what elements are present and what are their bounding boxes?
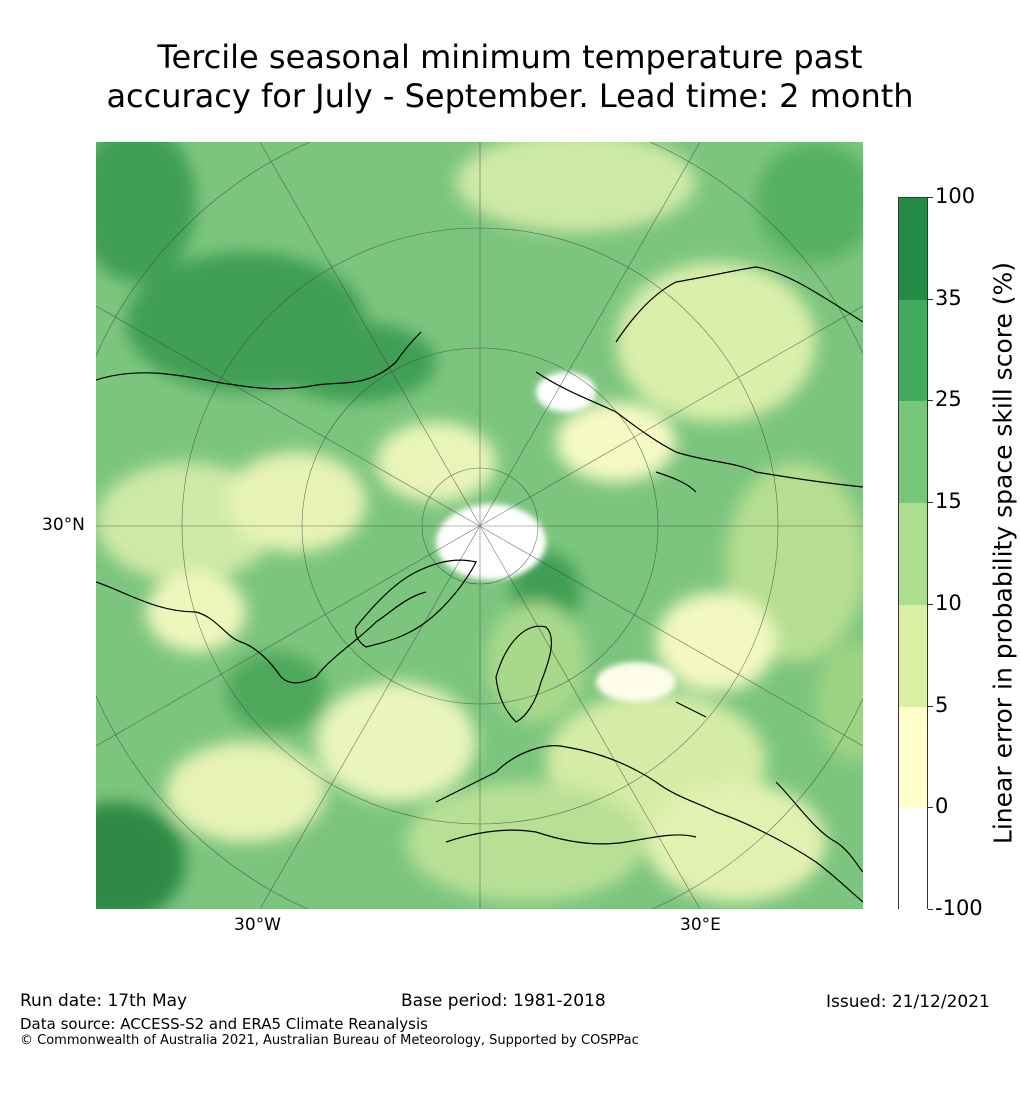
skill-low-patch: [316, 682, 476, 802]
longitude-label-30w: 30°W: [234, 915, 281, 935]
coastline-americas: [96, 581, 427, 684]
coastline-greenland: [354, 559, 477, 648]
colorbar-bin: [899, 198, 927, 300]
skill-low-patch: [486, 602, 586, 722]
colorbar-tick-label: 10: [935, 590, 962, 615]
skill-low-patch: [816, 642, 863, 762]
colorbar-tick-mark: [928, 909, 933, 910]
chart-title: Tercile seasonal minimum temperature pas…: [0, 38, 1020, 116]
colorbar-tick-label: 35: [935, 285, 962, 310]
coastlines: [96, 266, 863, 903]
pole-light-patch: [596, 662, 676, 702]
skill-low-patch: [226, 452, 366, 552]
coastline-mediterranean: [445, 829, 697, 845]
data-source: Data source: ACCESS-S2 and ERA5 Climate …: [20, 1015, 428, 1033]
colorbar-tick-label: 5: [935, 692, 949, 717]
pole-region: [436, 372, 676, 702]
copyright: © Commonwealth of Australia 2021, Austra…: [20, 1033, 639, 1048]
latitude-label-30n: 30°N: [42, 515, 85, 535]
skill-low-patch: [406, 782, 646, 902]
colorbar-bin: [899, 503, 927, 606]
colorbar-tick-label: 0: [935, 794, 949, 819]
meridian: [96, 305, 863, 747]
skill-high-patch: [756, 142, 863, 262]
colorbar-tick-mark: [928, 807, 933, 809]
colorbar-tick-label: -100: [935, 896, 983, 920]
colorbar-tick-label: 100: [935, 184, 976, 208]
colorbar-tick-mark: [928, 603, 933, 605]
skill-low-patch: [646, 782, 826, 902]
colorbar-bin: [899, 401, 927, 504]
skill-high-patch: [96, 802, 186, 909]
colorbar-bin: [899, 604, 927, 707]
colorbar-tick-mark: [928, 298, 933, 300]
skill-high-patch: [96, 142, 196, 282]
coastline-asia-pacific: [96, 331, 422, 390]
colorbar-tick-label: 25: [935, 387, 962, 412]
skill-low-patch: [656, 592, 776, 692]
run-date: Run date: 17th May: [20, 991, 188, 1011]
colorbar-tick-label: 15: [935, 489, 962, 514]
colorbar-tick-mark: [928, 197, 933, 198]
title-line-2: accuracy for July - September. Lead time…: [106, 77, 914, 115]
coastline-europe: [435, 745, 863, 903]
coastline-scandinavia: [495, 625, 553, 723]
polar-map: [96, 142, 863, 909]
coastline-india: [775, 781, 863, 873]
skill-high-patch: [226, 652, 326, 732]
colorbar-label: Linear error in probability space skill …: [988, 261, 1018, 845]
pole-white-patch: [436, 504, 546, 580]
skill-low-patch: [456, 142, 696, 232]
issued-date: Issued: 21/12/2021: [826, 992, 990, 1012]
coastline-siberia: [615, 266, 863, 343]
skill-low-patch: [166, 742, 326, 842]
skill-low-patch: [616, 262, 816, 422]
coastline-arctic-russia: [535, 371, 863, 488]
longitude-label-30e: 30°E: [680, 915, 721, 935]
skill-field: [96, 142, 863, 909]
graticule: [96, 142, 863, 909]
colorbar: [898, 197, 928, 911]
colorbar-bin: [899, 808, 927, 911]
colorbar-tick-mark: [928, 502, 933, 504]
title-line-1: Tercile seasonal minimum temperature pas…: [157, 38, 863, 76]
colorbar-bin: [899, 706, 927, 809]
colorbar-bin: [899, 299, 927, 402]
map-canvas: [96, 142, 863, 909]
colorbar-tick-mark: [928, 400, 933, 402]
skill-low-patch: [376, 422, 496, 502]
base-period: Base period: 1981-2018: [401, 991, 606, 1011]
skill-high-patch: [276, 322, 436, 402]
colorbar-tick-mark: [928, 705, 933, 707]
coastline-islands: [655, 471, 707, 718]
